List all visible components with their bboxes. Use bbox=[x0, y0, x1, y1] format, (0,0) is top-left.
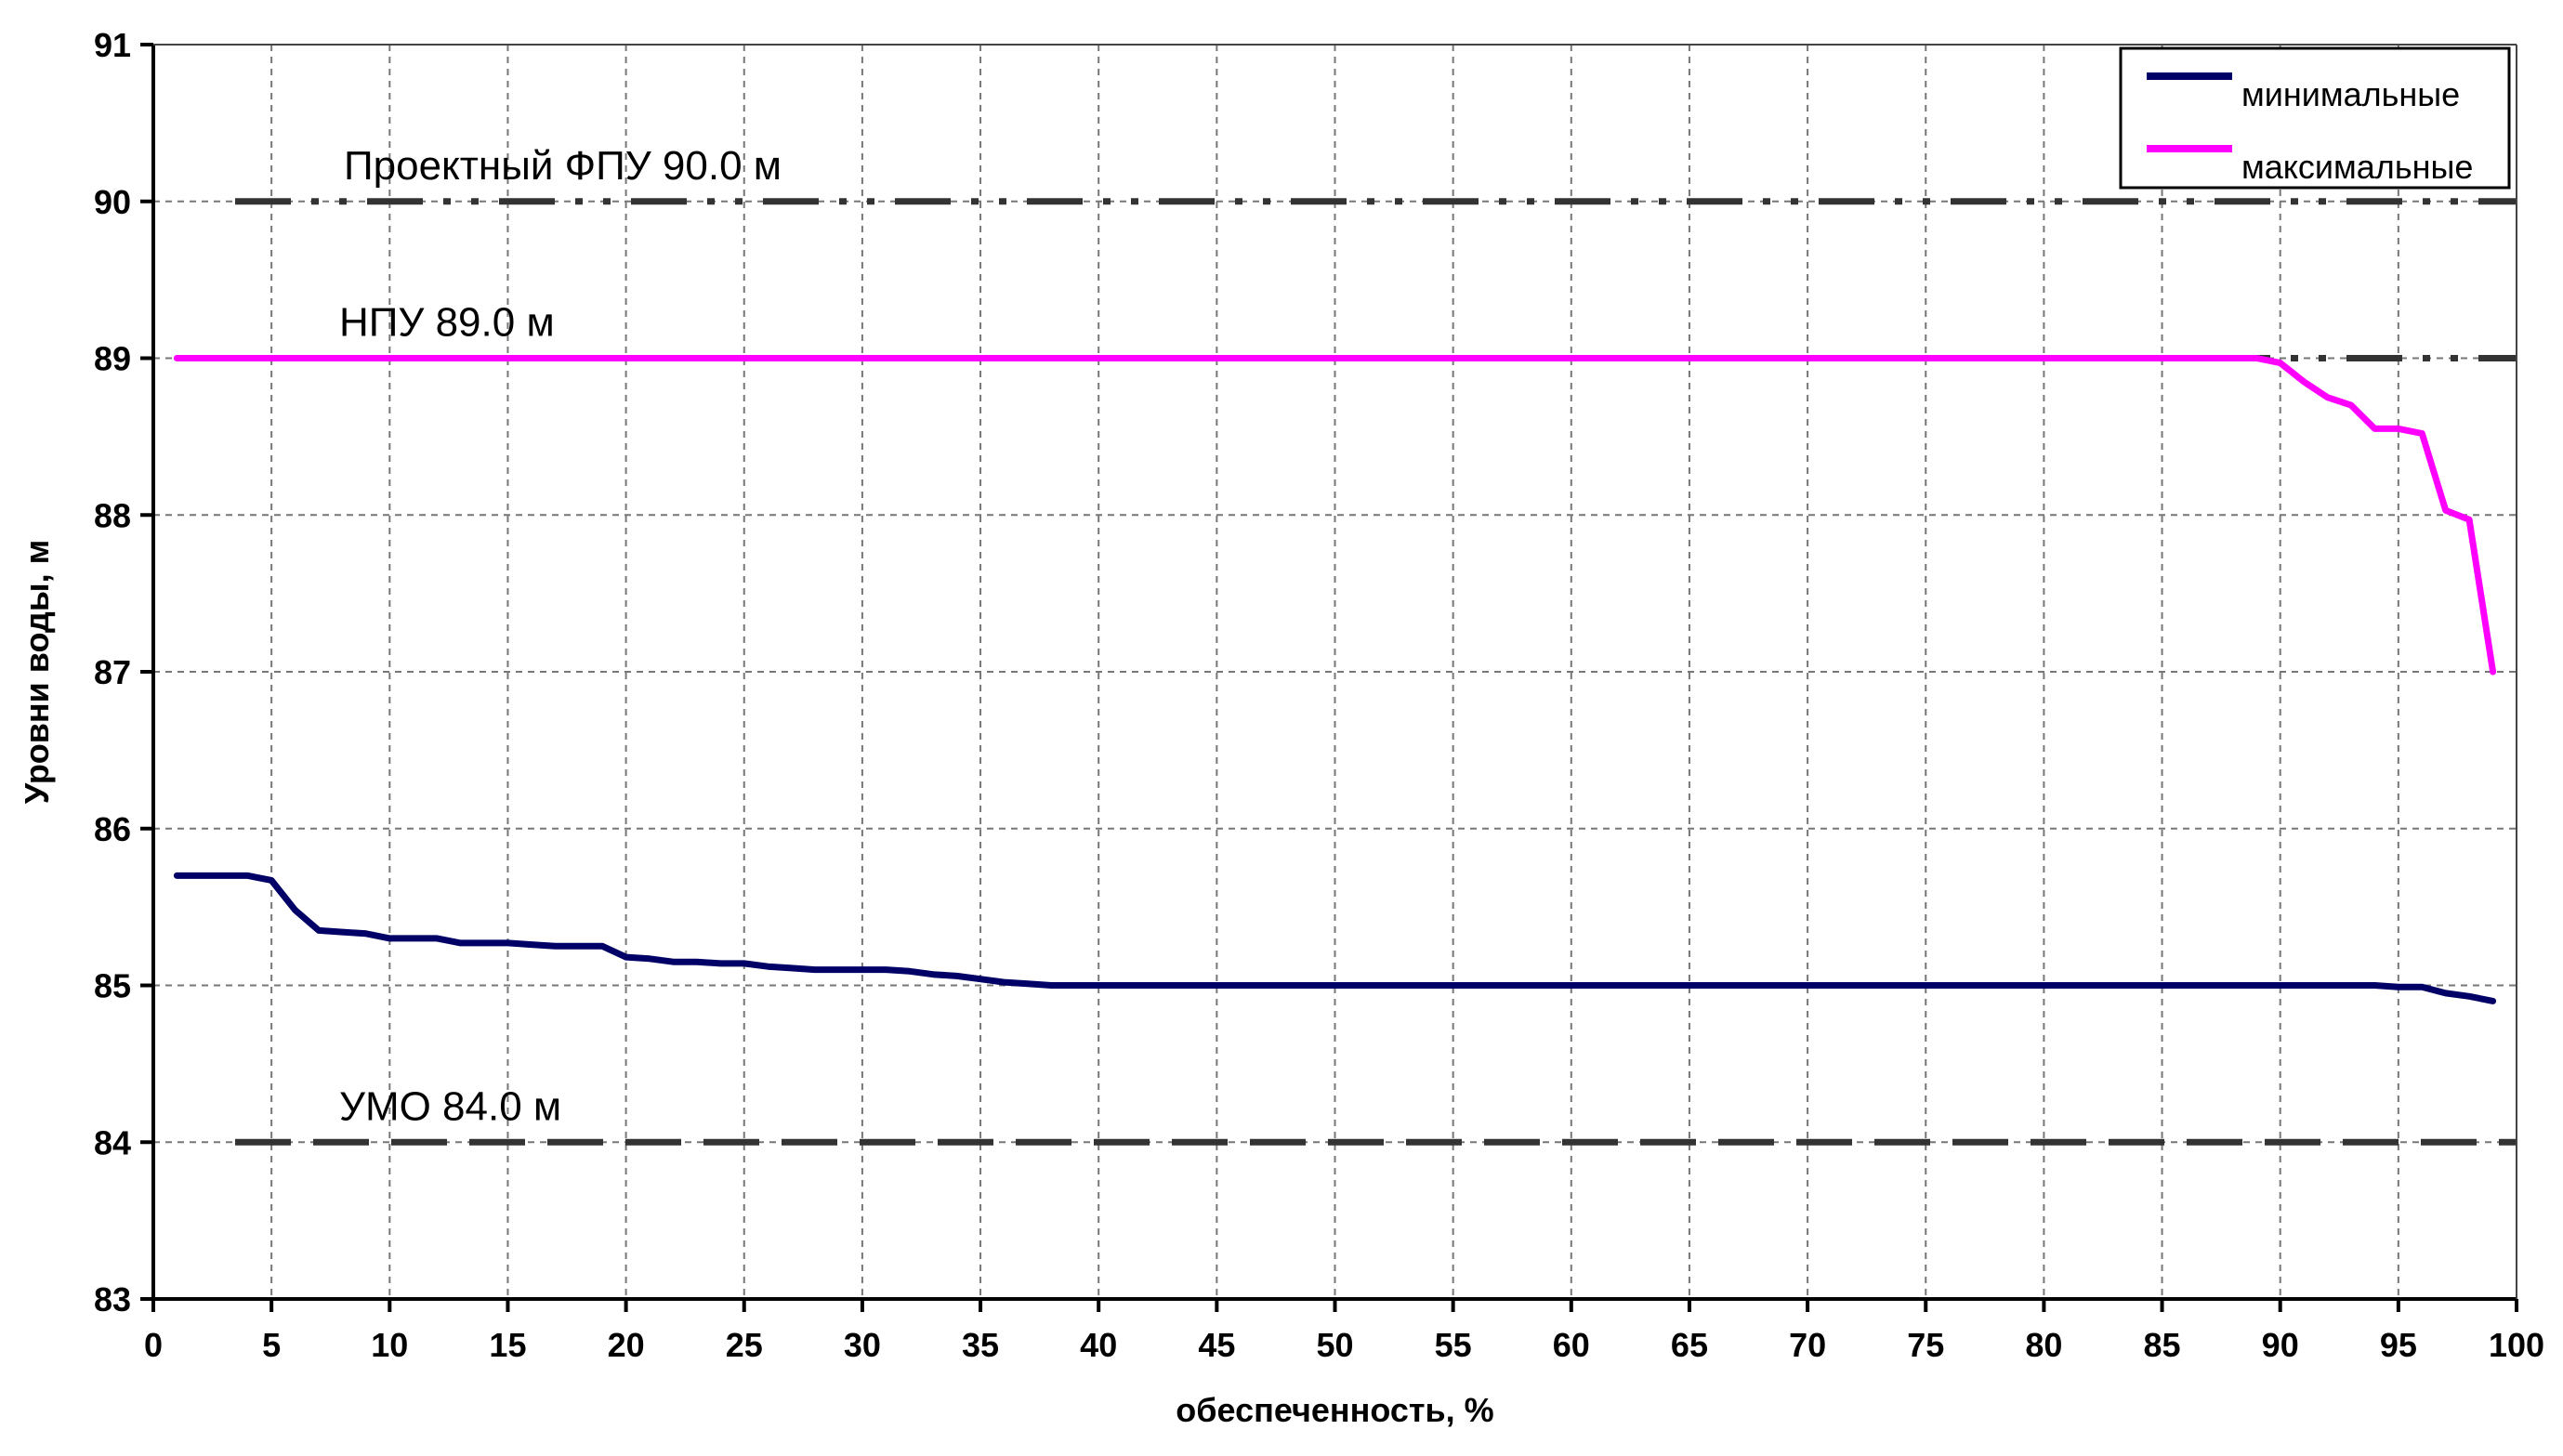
x-tick-label: 20 bbox=[608, 1326, 645, 1364]
x-tick-label: 90 bbox=[2262, 1326, 2299, 1364]
y-tick-label: 87 bbox=[94, 653, 131, 691]
axes-layer: 83 84 85 86 87 88 89 90 91 0 5 10 15 20 25 30 35 40 45 50 55… bbox=[18, 26, 2544, 1429]
legend-box bbox=[2119, 46, 2511, 190]
legend: минимальные максимальные bbox=[2119, 46, 2511, 190]
x-tick-label: 15 bbox=[489, 1326, 526, 1364]
x-tick-label: 30 bbox=[844, 1326, 881, 1364]
x-tick-label: 50 bbox=[1316, 1326, 1353, 1364]
x-tick-label: 65 bbox=[1671, 1326, 1708, 1364]
x-tick-label: 35 bbox=[962, 1326, 999, 1364]
series-line-maximum bbox=[173, 355, 2497, 676]
x-tick-label: 85 bbox=[2144, 1326, 2181, 1364]
x-tick-label: 70 bbox=[1789, 1326, 1826, 1364]
y-tick-label: 91 bbox=[94, 26, 131, 64]
x-tick-label: 100 bbox=[2489, 1326, 2544, 1364]
y-tick-label: 88 bbox=[94, 496, 131, 534]
x-tick-label: 80 bbox=[2025, 1326, 2062, 1364]
x-tick-label: 95 bbox=[2380, 1326, 2417, 1364]
reference-line-label: НПУ 89.0 м bbox=[339, 300, 555, 346]
y-tick-label: 89 bbox=[94, 340, 131, 378]
x-axis-title: обеспеченность, % bbox=[1176, 1391, 1493, 1429]
reference-line-label: Проектный ФПУ 90.0 м bbox=[344, 143, 782, 189]
y-axis-title: Уровни воды, м bbox=[18, 540, 56, 804]
x-tick-label: 5 bbox=[262, 1326, 281, 1364]
series-layer bbox=[173, 355, 2497, 1004]
y-tick-label: 84 bbox=[94, 1123, 131, 1161]
y-tick-label: 86 bbox=[94, 810, 131, 848]
legend-label: минимальные bbox=[2241, 75, 2460, 113]
y-tick-label: 90 bbox=[94, 183, 131, 221]
x-tick-label: 75 bbox=[1907, 1326, 1944, 1364]
x-tick-label: 55 bbox=[1435, 1326, 1472, 1364]
x-tick-label: 40 bbox=[1080, 1326, 1117, 1364]
reference-lines-layer: Проектный ФПУ 90.0 м НПУ 89.0 м УМО 84.0 м bbox=[235, 143, 2517, 1146]
y-tick-label: 85 bbox=[94, 967, 131, 1005]
x-tick-label: 45 bbox=[1198, 1326, 1235, 1364]
y-tick-label: 83 bbox=[94, 1280, 131, 1318]
legend-label: максимальные bbox=[2241, 148, 2473, 186]
grid-layer bbox=[153, 44, 2517, 1299]
x-tick-label: 60 bbox=[1553, 1326, 1590, 1364]
x-tick-label: 10 bbox=[371, 1326, 408, 1364]
reference-line-label: УМО 84.0 м bbox=[339, 1083, 561, 1129]
x-tick-label: 0 bbox=[144, 1326, 163, 1364]
x-tick-label: 25 bbox=[726, 1326, 763, 1364]
series-line-minimum bbox=[173, 872, 2497, 1004]
